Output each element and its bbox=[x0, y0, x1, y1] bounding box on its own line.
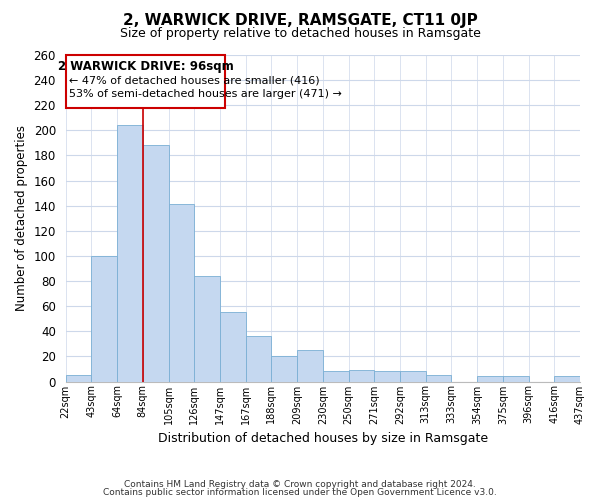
Y-axis label: Number of detached properties: Number of detached properties bbox=[15, 126, 28, 312]
Bar bbox=[297, 350, 323, 382]
Bar bbox=[425, 375, 451, 382]
Text: 2, WARWICK DRIVE, RAMSGATE, CT11 0JP: 2, WARWICK DRIVE, RAMSGATE, CT11 0JP bbox=[122, 12, 478, 28]
Bar bbox=[91, 256, 117, 382]
Bar bbox=[374, 372, 400, 382]
Bar bbox=[65, 375, 91, 382]
Bar bbox=[271, 356, 297, 382]
X-axis label: Distribution of detached houses by size in Ramsgate: Distribution of detached houses by size … bbox=[158, 432, 488, 445]
Bar bbox=[143, 146, 169, 382]
Bar bbox=[323, 372, 349, 382]
Text: 2 WARWICK DRIVE: 96sqm: 2 WARWICK DRIVE: 96sqm bbox=[58, 60, 233, 73]
Bar bbox=[349, 370, 374, 382]
Text: Size of property relative to detached houses in Ramsgate: Size of property relative to detached ho… bbox=[119, 28, 481, 40]
Bar bbox=[220, 312, 245, 382]
Bar bbox=[194, 276, 220, 382]
Bar bbox=[400, 372, 425, 382]
Text: ← 47% of detached houses are smaller (416): ← 47% of detached houses are smaller (41… bbox=[69, 75, 319, 85]
Bar bbox=[554, 376, 580, 382]
Bar bbox=[169, 204, 194, 382]
Text: 53% of semi-detached houses are larger (471) →: 53% of semi-detached houses are larger (… bbox=[69, 89, 341, 99]
Bar bbox=[66, 55, 225, 108]
Bar bbox=[245, 336, 271, 382]
Bar bbox=[117, 126, 143, 382]
Bar bbox=[477, 376, 503, 382]
Text: Contains public sector information licensed under the Open Government Licence v3: Contains public sector information licen… bbox=[103, 488, 497, 497]
Text: Contains HM Land Registry data © Crown copyright and database right 2024.: Contains HM Land Registry data © Crown c… bbox=[124, 480, 476, 489]
Bar bbox=[503, 376, 529, 382]
